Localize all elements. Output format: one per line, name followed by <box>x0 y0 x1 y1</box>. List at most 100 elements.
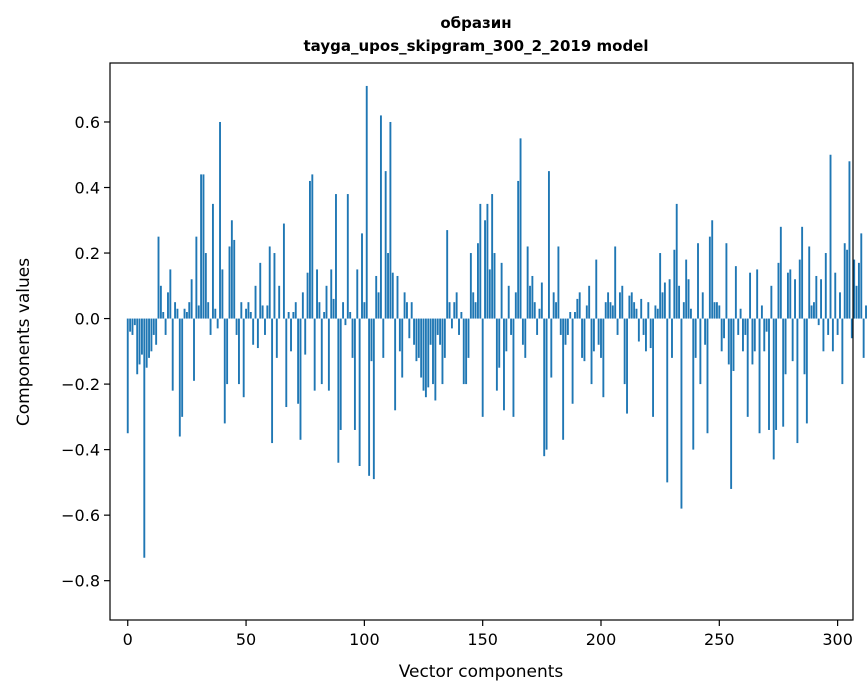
bar-284 <box>798 259 801 319</box>
bar-170 <box>529 285 531 319</box>
bar-118 <box>406 302 408 319</box>
bar-196 <box>590 318 593 385</box>
bar-303 <box>843 243 846 319</box>
bar-230 <box>671 318 673 358</box>
bar-107 <box>379 115 382 319</box>
bar-164 <box>514 292 517 319</box>
bar-138 <box>453 302 456 319</box>
bar-54 <box>254 285 257 319</box>
bar-48 <box>240 302 243 319</box>
bar-56 <box>259 262 262 319</box>
bar-49 <box>242 318 245 398</box>
bar-216 <box>637 318 640 342</box>
bar-101 <box>365 85 368 319</box>
bar-176 <box>543 318 546 457</box>
bar-63 <box>275 318 278 358</box>
bar-191 <box>578 292 581 319</box>
bar-86 <box>330 269 333 319</box>
bar-81 <box>318 302 321 319</box>
bar-20 <box>174 302 177 319</box>
bar-181 <box>555 302 557 319</box>
bar-302 <box>841 318 844 385</box>
bar-163 <box>512 318 515 417</box>
bar-92 <box>344 318 347 326</box>
bar-194 <box>585 305 588 319</box>
bar-294 <box>822 318 825 352</box>
bar-268 <box>760 305 763 319</box>
bar-221 <box>649 318 652 349</box>
bar-293 <box>820 279 822 319</box>
bar-217 <box>640 298 643 319</box>
bar-14 <box>159 285 162 319</box>
bar-34 <box>207 302 210 319</box>
bar-161 <box>507 285 510 319</box>
bar-19 <box>171 318 174 391</box>
bar-113 <box>394 318 397 411</box>
bar-159 <box>503 318 505 411</box>
chart-subtitle: tayga_upos_skipgram_300_2_2019 model <box>304 37 649 55</box>
bar-47 <box>238 318 240 385</box>
bar-239 <box>692 318 695 450</box>
y-axis-ticks: −0.8 −0.6 −0.4 −0.2 0.0 0.2 0.4 0.6 <box>61 113 110 591</box>
bar-122 <box>415 318 418 362</box>
bar-167 <box>521 318 524 345</box>
bar-157 <box>498 318 501 368</box>
bar-257 <box>734 266 737 319</box>
bar-262 <box>746 318 749 417</box>
bar-182 <box>557 246 560 319</box>
bar-310 <box>860 233 863 319</box>
bar-311 <box>862 318 865 358</box>
bar-135 <box>446 230 449 319</box>
bar-115 <box>398 318 401 352</box>
y-tick-label-7: 0.6 <box>75 113 100 132</box>
bar-213 <box>630 292 633 319</box>
x-tick-label-2: 100 <box>349 630 380 649</box>
bar-309 <box>857 262 860 319</box>
bar-298 <box>831 318 834 352</box>
bar-166 <box>519 138 522 319</box>
x-tick-label-5: 250 <box>704 630 735 649</box>
bar-121 <box>413 318 416 345</box>
bar-148 <box>477 243 479 319</box>
bar-260 <box>742 318 744 352</box>
bar-60 <box>268 246 271 319</box>
bar-242 <box>699 318 702 385</box>
bar-225 <box>659 253 662 319</box>
bar-180 <box>552 292 555 319</box>
bar-246 <box>708 236 711 319</box>
bar-12 <box>155 318 158 345</box>
bar-146 <box>472 292 475 319</box>
bar-312 <box>865 305 867 319</box>
x-tick-label-6: 300 <box>822 630 853 649</box>
y-tick-label-3: −0.2 <box>61 375 100 394</box>
bar-143 <box>465 318 468 385</box>
y-tick-label-0: −0.8 <box>61 572 100 591</box>
bar-53 <box>252 318 255 345</box>
bar-2 <box>131 318 134 335</box>
bar-203 <box>607 292 610 319</box>
chart-title: образин <box>440 14 511 32</box>
bar-72 <box>297 318 300 404</box>
bar-190 <box>576 298 579 319</box>
bar-153 <box>488 269 491 319</box>
bar-125 <box>422 318 425 391</box>
bar-184 <box>562 318 565 440</box>
bar-152 <box>486 203 489 319</box>
bar-263 <box>749 272 752 319</box>
bar-128 <box>429 318 432 345</box>
bar-214 <box>633 302 636 319</box>
bar-198 <box>595 259 598 319</box>
bar-271 <box>768 318 770 430</box>
bar-269 <box>763 318 766 352</box>
bar-296 <box>827 318 830 335</box>
bar-229 <box>668 279 671 319</box>
bar-44 <box>230 220 233 319</box>
bar-94 <box>349 312 352 319</box>
bar-139 <box>455 292 458 319</box>
x-tick-label-4: 200 <box>586 630 617 649</box>
bar-237 <box>687 279 690 319</box>
bar-282 <box>794 279 796 319</box>
bar-80 <box>316 269 318 319</box>
bar-281 <box>791 318 794 362</box>
bar-236 <box>685 259 688 319</box>
